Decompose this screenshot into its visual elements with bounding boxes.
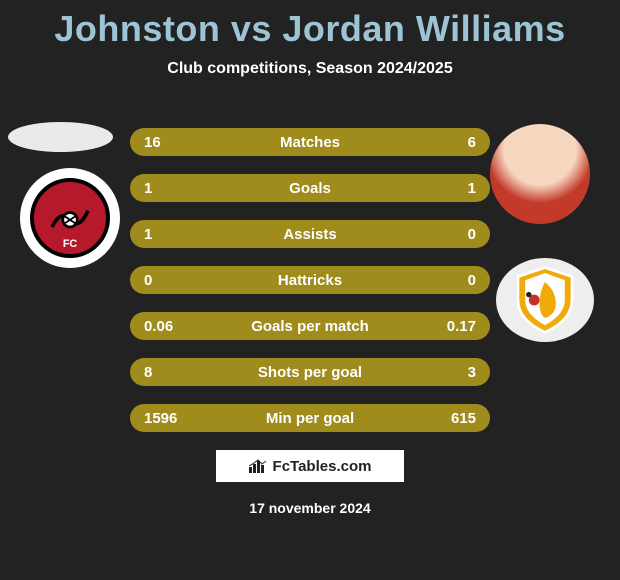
player-left-photo-placeholder (8, 122, 113, 152)
comparison-title: Johnston vs Jordan Williams (0, 0, 620, 50)
stat-left-value: 0 (144, 272, 184, 289)
stat-label: Hattricks (184, 272, 436, 289)
club-right-badge (496, 258, 594, 342)
stat-label: Min per goal (184, 410, 436, 427)
stat-left-value: 1596 (144, 410, 184, 427)
stat-row: 1596 Min per goal 615 (130, 404, 490, 432)
stat-left-value: 1 (144, 180, 184, 197)
player-right-photo-placeholder (490, 124, 590, 224)
club-left-badge: FC (20, 168, 120, 268)
fctables-badge[interactable]: FcTables.com (216, 450, 404, 482)
stat-right-value: 0 (436, 272, 476, 289)
stat-label: Goals per match (184, 318, 436, 335)
stat-row: 1 Assists 0 (130, 220, 490, 248)
stat-right-value: 6 (436, 134, 476, 151)
stat-left-value: 0.06 (144, 318, 184, 335)
club-left-badge-icon: FC (34, 182, 106, 254)
stat-row: 1 Goals 1 (130, 174, 490, 202)
stat-left-value: 16 (144, 134, 184, 151)
stat-right-value: 3 (436, 364, 476, 381)
stat-label: Matches (184, 134, 436, 151)
stat-row: 16 Matches 6 (130, 128, 490, 156)
stat-right-value: 615 (436, 410, 476, 427)
stat-row: 8 Shots per goal 3 (130, 358, 490, 386)
stat-label: Shots per goal (184, 364, 436, 381)
stat-row: 0.06 Goals per match 0.17 (130, 312, 490, 340)
stat-label: Goals (184, 180, 436, 197)
svg-text:FC: FC (63, 238, 78, 250)
club-left-badge-inner: FC (30, 178, 110, 258)
stats-table: 16 Matches 6 1 Goals 1 1 Assists 0 0 Hat… (130, 128, 490, 432)
stat-right-value: 1 (436, 180, 476, 197)
stat-left-value: 8 (144, 364, 184, 381)
stat-label: Assists (184, 226, 436, 243)
stat-row: 0 Hattricks 0 (130, 266, 490, 294)
stat-right-value: 0 (436, 226, 476, 243)
fctables-label: FcTables.com (273, 458, 372, 475)
bar-chart-icon (249, 459, 267, 473)
club-right-badge-icon (509, 264, 581, 336)
date-label: 17 november 2024 (0, 500, 620, 516)
stat-left-value: 1 (144, 226, 184, 243)
season-subtitle: Club competitions, Season 2024/2025 (0, 60, 620, 78)
stat-right-value: 0.17 (436, 318, 476, 335)
